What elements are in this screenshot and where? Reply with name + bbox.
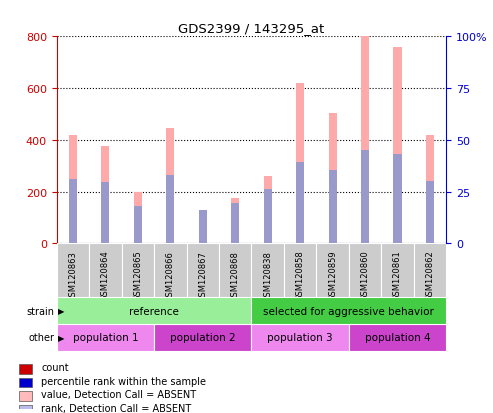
Text: strain: strain <box>26 306 54 316</box>
Text: GSM120865: GSM120865 <box>133 250 142 301</box>
Bar <box>361 37 369 244</box>
Bar <box>381 244 414 297</box>
Bar <box>231 199 239 244</box>
Bar <box>19 365 32 374</box>
Bar <box>166 175 175 244</box>
Bar <box>393 47 401 244</box>
Text: GSM120867: GSM120867 <box>198 250 207 301</box>
Bar <box>284 244 317 297</box>
Bar <box>19 392 32 401</box>
Bar <box>231 204 239 244</box>
Text: GSM120860: GSM120860 <box>360 250 370 301</box>
Bar <box>426 135 434 244</box>
Bar <box>199 210 207 244</box>
Text: GSM120864: GSM120864 <box>101 250 110 301</box>
Text: value, Detection Call = ABSENT: value, Detection Call = ABSENT <box>41 389 196 399</box>
Bar <box>296 83 304 244</box>
Bar <box>89 244 122 297</box>
Bar <box>102 183 109 244</box>
Text: reference: reference <box>129 306 179 316</box>
Text: ▶: ▶ <box>58 306 64 315</box>
Bar <box>349 324 446 351</box>
Bar <box>166 129 175 244</box>
Bar <box>19 405 32 413</box>
Bar <box>69 179 77 244</box>
Bar <box>317 244 349 297</box>
Bar <box>328 113 337 244</box>
Bar <box>328 170 337 244</box>
Text: GSM120863: GSM120863 <box>69 250 77 301</box>
Text: rank, Detection Call = ABSENT: rank, Detection Call = ABSENT <box>41 403 191 413</box>
Bar <box>57 244 89 297</box>
Text: selected for aggressive behavior: selected for aggressive behavior <box>263 306 434 316</box>
Bar <box>349 244 381 297</box>
Text: count: count <box>41 363 69 373</box>
Bar <box>154 324 251 351</box>
Bar <box>57 324 154 351</box>
Bar <box>69 135 77 244</box>
Bar <box>251 324 349 351</box>
Bar <box>199 210 207 244</box>
Bar <box>251 297 446 324</box>
Bar <box>122 244 154 297</box>
Bar <box>134 192 142 244</box>
Text: population 3: population 3 <box>267 332 333 343</box>
Bar <box>264 190 272 244</box>
Text: percentile rank within the sample: percentile rank within the sample <box>41 376 206 386</box>
Text: ▶: ▶ <box>58 333 64 342</box>
Bar <box>361 151 369 244</box>
Bar <box>219 244 251 297</box>
Bar <box>296 162 304 244</box>
Bar <box>393 154 401 244</box>
Text: GSM120866: GSM120866 <box>166 250 175 301</box>
Text: population 2: population 2 <box>170 332 236 343</box>
Bar <box>134 206 142 244</box>
Text: GSM120859: GSM120859 <box>328 250 337 301</box>
Bar <box>264 177 272 244</box>
Bar <box>19 378 32 387</box>
Text: GSM120858: GSM120858 <box>296 250 305 301</box>
Text: population 4: population 4 <box>365 332 430 343</box>
Bar <box>426 182 434 244</box>
Bar <box>154 244 186 297</box>
Text: GSM120861: GSM120861 <box>393 250 402 301</box>
Bar <box>102 147 109 244</box>
Text: GSM120862: GSM120862 <box>425 250 434 301</box>
Text: GSM120838: GSM120838 <box>263 250 272 301</box>
Bar <box>57 297 251 324</box>
Bar <box>414 244 446 297</box>
Text: population 1: population 1 <box>72 332 138 343</box>
Text: GSM120868: GSM120868 <box>231 250 240 301</box>
Bar <box>251 244 284 297</box>
Bar <box>186 244 219 297</box>
Title: GDS2399 / 143295_at: GDS2399 / 143295_at <box>178 21 324 35</box>
Text: other: other <box>28 332 54 343</box>
